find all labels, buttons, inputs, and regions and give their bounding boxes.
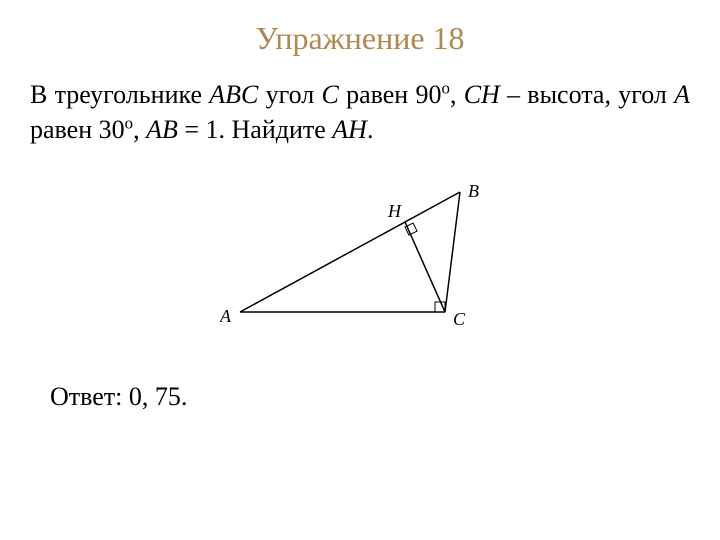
answer-line: Ответ: 0, 75. — [50, 382, 690, 412]
problem-statement: В треугольнике ABC угол C равен 90o, CH … — [30, 77, 690, 147]
text-part3: равен 90 — [339, 80, 442, 109]
triangle-svg: A B C H — [220, 177, 500, 337]
angle-c: C — [322, 80, 339, 109]
text-part2: угол — [258, 80, 321, 109]
text-part9: . — [367, 115, 374, 144]
answer-label: Ответ: — [50, 382, 129, 411]
svg-text:C: C — [453, 309, 466, 329]
text-part4: , — [450, 80, 464, 109]
answer-value: 0, 75. — [129, 382, 188, 411]
svg-text:A: A — [220, 306, 232, 326]
degree1: o — [441, 78, 449, 97]
text-part5: – высота, угол — [500, 80, 674, 109]
text-part8: = 1. Найдите — [178, 115, 332, 144]
triangle-diagram: A B C H — [30, 177, 690, 342]
text-part7: , — [133, 115, 146, 144]
ah-segment: AH — [332, 115, 367, 144]
degree2: o — [125, 113, 133, 132]
ab-segment: AB — [146, 115, 178, 144]
angle-a: A — [674, 80, 690, 109]
ch-segment: CH — [464, 80, 500, 109]
text-part1: В треугольнике — [30, 80, 209, 109]
svg-text:H: H — [387, 201, 402, 221]
exercise-title: Упражнение 18 — [30, 20, 690, 57]
triangle-name: ABC — [209, 80, 258, 109]
svg-text:B: B — [468, 181, 479, 201]
text-part6: равен 30 — [30, 115, 125, 144]
